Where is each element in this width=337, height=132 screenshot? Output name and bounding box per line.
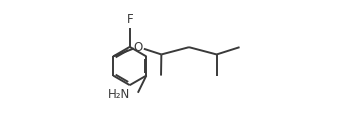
Text: H₂N: H₂N [108, 88, 130, 101]
Text: F: F [126, 13, 133, 26]
Text: O: O [134, 41, 143, 54]
